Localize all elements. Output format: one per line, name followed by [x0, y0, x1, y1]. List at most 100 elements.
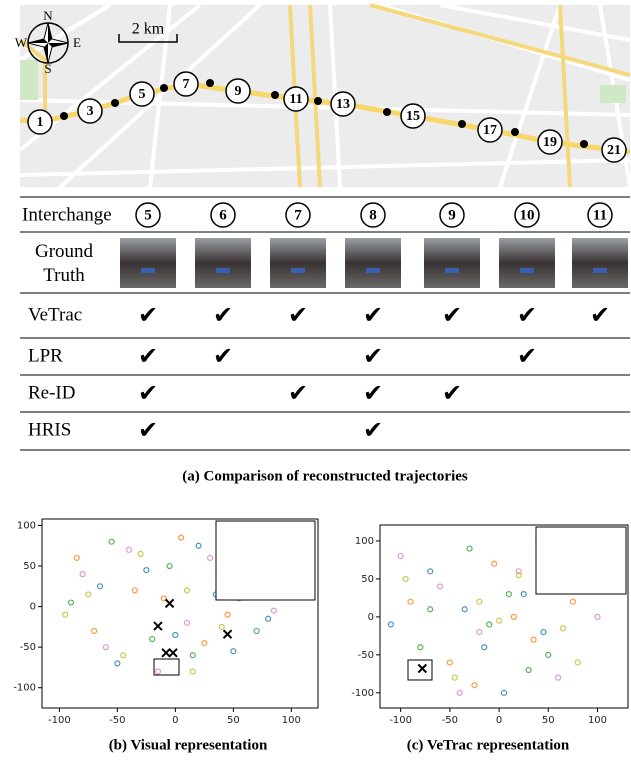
point [80, 572, 85, 577]
point [167, 564, 172, 569]
cross-marker [224, 630, 232, 638]
waypoint-label: 11 [289, 92, 302, 107]
car-plate [445, 268, 459, 273]
map [20, 5, 630, 187]
point [487, 622, 492, 627]
check: ✔ [138, 379, 158, 407]
point [546, 652, 551, 657]
check: ✔ [363, 301, 383, 329]
y-tick-label: 0 [30, 602, 36, 613]
point [68, 600, 73, 605]
check: ✔ [138, 416, 158, 444]
check: ✔ [138, 301, 158, 329]
point [109, 539, 114, 544]
waypoint-label: 1 [37, 115, 44, 130]
point [155, 669, 160, 674]
row-label: HRIS [28, 419, 71, 440]
compass-n: N [43, 8, 53, 23]
car-plate [520, 268, 534, 273]
compass-w: W [15, 35, 28, 50]
y-tick-label: 0 [368, 612, 374, 623]
y-tick-label: 50 [361, 574, 374, 585]
y-tick-label: 100 [17, 520, 36, 531]
compass-e: E [73, 35, 81, 50]
cross-marker [154, 622, 162, 630]
compass [28, 23, 68, 63]
car-plate [141, 268, 155, 273]
car-image [120, 238, 176, 288]
check: ✔ [363, 416, 383, 444]
point [97, 584, 102, 589]
y-tick-label: -50 [358, 650, 374, 661]
check: ✔ [288, 301, 308, 329]
car-plate [291, 268, 305, 273]
point [92, 628, 97, 633]
waypoint-dot [511, 128, 519, 136]
figure: N S W E 2 km 13579111315171921 Interchan… [0, 0, 631, 766]
point [492, 561, 497, 566]
x-tick-label: -50 [109, 715, 125, 726]
x-tick-label: -100 [389, 715, 412, 726]
point [121, 653, 126, 658]
y-tick-label: 100 [355, 536, 374, 547]
car-plate [593, 268, 607, 273]
interchange-label: 6 [219, 207, 227, 223]
cross-marker [166, 599, 174, 607]
cross-marker [169, 649, 177, 657]
point [208, 555, 213, 560]
point [74, 555, 79, 560]
car-plate [216, 268, 230, 273]
table-rules [20, 197, 630, 450]
scale-label: 2 km [132, 21, 165, 38]
point [428, 569, 433, 574]
waypoint-dot [580, 140, 588, 148]
point [115, 661, 120, 666]
point [266, 616, 271, 621]
waypoint-label: 3 [87, 104, 94, 119]
check: ✔ [213, 301, 233, 329]
point [196, 543, 201, 548]
y-tick-label: -100 [13, 683, 36, 694]
interchange-label: 8 [369, 207, 377, 223]
point [497, 618, 502, 623]
check: ✔ [363, 342, 383, 370]
point [219, 624, 224, 629]
point [595, 614, 600, 619]
waypoint-dot [60, 112, 68, 120]
point [225, 612, 230, 617]
zoom-inset [216, 521, 315, 600]
waypoint-dot [206, 79, 214, 87]
point [63, 612, 68, 617]
cross-marker [418, 665, 426, 673]
point [472, 683, 477, 688]
waypoint-label: 17 [483, 123, 497, 138]
point [86, 592, 91, 597]
point [575, 660, 580, 665]
interchange-label: 7 [294, 207, 302, 223]
car-image [345, 238, 401, 288]
point [477, 630, 482, 635]
y-tick-label: -100 [351, 688, 374, 699]
y-tick-label: -50 [20, 642, 36, 653]
interchange-label: 9 [448, 207, 456, 223]
point [570, 599, 575, 604]
point [556, 675, 561, 680]
caption: (b) Visual representation [109, 737, 268, 753]
point [184, 620, 189, 625]
waypoint-label: 7 [183, 77, 190, 92]
waypoint-dot [160, 84, 168, 92]
point [144, 568, 149, 573]
point [173, 632, 178, 637]
x-tick-label: -50 [442, 715, 458, 726]
check: ✔ [213, 342, 233, 370]
point [231, 649, 236, 654]
point [403, 576, 408, 581]
point [418, 645, 423, 650]
y-tick-label: 50 [23, 561, 36, 572]
point [502, 690, 507, 695]
waypoint-dot [458, 120, 466, 128]
figure-canvas: N S W E 2 km 13579111315171921 Interchan… [0, 0, 631, 766]
check: ✔ [138, 342, 158, 370]
point [150, 637, 155, 642]
x-tick-label: 0 [172, 715, 178, 726]
